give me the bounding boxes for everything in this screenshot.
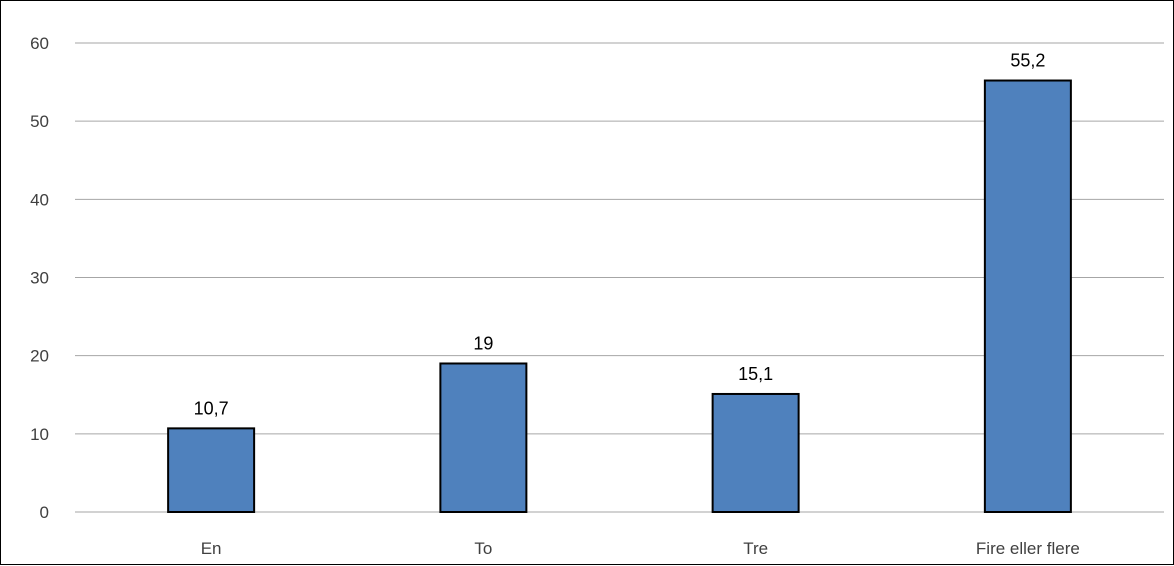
- data-label: 55,2: [1010, 51, 1045, 71]
- x-tick-label: Fire eller flere: [976, 539, 1080, 558]
- y-tick-label: 40: [30, 190, 49, 209]
- y-axis-tick-labels: 0 10 20 30 40 50 60: [30, 34, 49, 522]
- gridlines: [75, 42, 1164, 513]
- x-axis-tick-labels: En To Tre Fire eller flere: [201, 539, 1080, 558]
- y-tick-label: 50: [30, 112, 49, 131]
- bar-tre: [711, 392, 800, 513]
- y-tick-label: 10: [30, 425, 49, 444]
- data-label: 10,7: [194, 398, 229, 418]
- data-label: 15,1: [738, 364, 773, 384]
- y-tick-label: 0: [40, 503, 49, 522]
- x-tick-label: To: [474, 539, 492, 558]
- y-tick-label: 20: [30, 347, 49, 366]
- x-tick-label: En: [201, 539, 222, 558]
- data-labels: 10,7 19 15,1 55,2: [194, 51, 1046, 419]
- y-tick-label: 30: [30, 269, 49, 288]
- bar-en: [167, 427, 256, 513]
- data-label: 19: [473, 333, 493, 353]
- y-tick-label: 60: [30, 34, 49, 53]
- bars: [167, 79, 1072, 514]
- bar-to: [439, 362, 528, 513]
- bar-fire-eller-flere: [983, 79, 1072, 514]
- x-tick-label: Tre: [743, 539, 768, 558]
